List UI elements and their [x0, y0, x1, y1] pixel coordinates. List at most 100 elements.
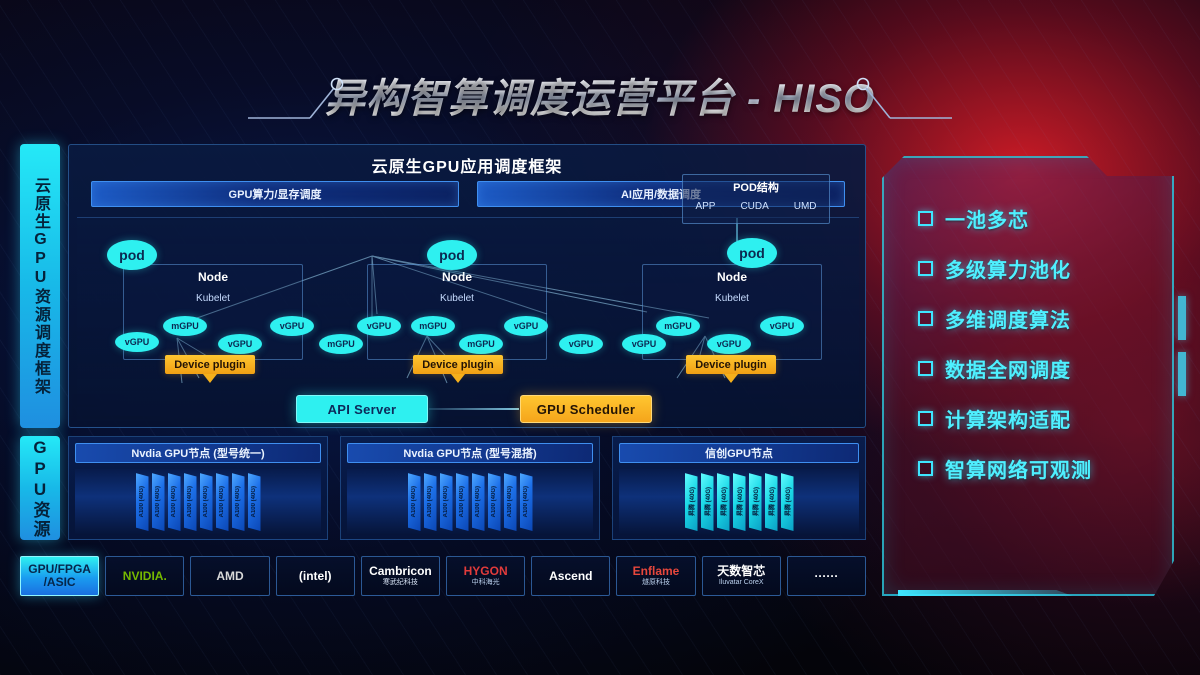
pod-struct-cuda: CUDA — [740, 201, 769, 212]
checkbox-square-icon — [918, 261, 933, 276]
pod-structure-title: POD结构 — [733, 182, 779, 194]
device-plugin-1[interactable]: Device plugin — [165, 355, 255, 374]
gpu-card: 昇腾 (40G) — [684, 473, 698, 531]
vendor-logo-row: GPU/FPGA/ASIC NVIDIA. AMD (intel) Cambricon 寒… — [20, 556, 867, 596]
vendor-chip-cambricon-logo[interactable]: Cambricon 寒武纪科技 — [360, 556, 441, 596]
gpu-card: 昇腾 (40G) — [716, 473, 730, 531]
gpu-card-face — [423, 473, 437, 531]
gpu-badge-1-2[interactable]: mGPU — [163, 316, 207, 336]
gpu-node-xinchuang[interactable]: 信创GPU节点 昇腾 (40G) 昇腾 (40G) 昇腾 (40G) 昇腾 (40G)… — [612, 436, 866, 540]
gpu-card: A100 (40G) — [215, 473, 229, 531]
arrow-down-icon-1 — [203, 374, 217, 383]
vendor-chip-gpu-fpga-asic[interactable]: GPU/FPGA/ASIC — [20, 556, 100, 596]
gpu-card-face — [471, 473, 485, 531]
vendor-name-line2: /ASIC — [43, 575, 76, 589]
gpu-badge-2-2[interactable]: mGPU — [411, 316, 455, 336]
gpu-card-face — [503, 473, 517, 531]
pod-badge-1[interactable]: pod — [107, 240, 157, 270]
gpu-card-label: A100 (40G) — [235, 486, 241, 518]
feature-item[interactable]: 计算架构适配 — [918, 404, 1172, 433]
feature-highlights-panel: 一池多芯多级算力池化多维调度算法 数据全网调度 计算架构适配智算网络可观测 — [882, 156, 1174, 596]
gpu-card-label: A100 (40G) — [203, 486, 209, 518]
gpu-card: A100 (40G) — [151, 473, 165, 531]
kubelet-label-1: Kubelet — [196, 293, 230, 304]
feature-item[interactable]: 数据全网调度 — [918, 354, 1172, 383]
gpu-card-label: A100 (40G) — [411, 486, 417, 518]
vendor-chip-intel-logo[interactable]: (intel) — [275, 556, 355, 596]
feature-label: 智算网络可观测 — [945, 460, 1092, 482]
gpu-badge-2-1[interactable]: vGPU — [357, 316, 401, 336]
framework-box: 云原生GPU应用调度框架 GPU算力/显存调度 AI应用/数据调度 — [68, 144, 866, 428]
gpu-badge-1-1[interactable]: vGPU — [115, 332, 159, 352]
feature-label: 多级算力池化 — [945, 260, 1071, 282]
vendor-subtitle: 寒武纪科技 — [382, 579, 418, 586]
gpu-badge-1-3[interactable]: vGPU — [218, 334, 262, 354]
gpu-badge-3-3[interactable]: vGPU — [707, 334, 751, 354]
device-plugin-3[interactable]: Device plugin — [686, 355, 776, 374]
vendor-chip-hygon-logo[interactable]: HYGON 中科海光 — [446, 556, 526, 596]
gpu-badge-1-5[interactable]: mGPU — [319, 334, 363, 354]
vendor-chip-enflame-logo[interactable]: Enflame 燧原科技 — [616, 556, 696, 596]
vendor-chip-amd-logo[interactable]: AMD — [190, 556, 270, 596]
gpu-badge-2-3[interactable]: mGPU — [459, 334, 503, 354]
node-group-2: Node Kubelet pod vGPU mGPU mGPU vGPU vGP… — [357, 240, 603, 383]
node-title-2: Node — [442, 270, 472, 284]
gpu-card-label: 昇腾 (40G) — [769, 487, 776, 517]
gpu-card-label: 昇腾 (40G) — [721, 487, 728, 517]
checkbox-square-icon — [918, 361, 933, 376]
gpu-card-label: A100 (40G) — [139, 486, 145, 518]
gpu-card-list-1: A100 (40G) A100 (40G) A100 (40G) A100 (40G)… — [75, 469, 321, 535]
gpu-card: A100 (40G) — [231, 473, 245, 531]
vendor-name: 天数智芯 — [717, 564, 766, 578]
gpu-card-label: 昇腾 (40G) — [689, 487, 696, 517]
sidebar-label-gpu-resource: GPU资源 — [20, 436, 60, 540]
gpu-badge-3-4[interactable]: vGPU — [760, 316, 804, 336]
gpu-card-face — [183, 473, 197, 531]
gpu-card-face — [748, 473, 762, 531]
gpu-card-label: 昇腾 (40G) — [737, 487, 744, 517]
gpu-scheduler-node[interactable]: GPU Scheduler — [520, 395, 652, 423]
feature-item[interactable]: 多级算力池化 — [918, 254, 1172, 283]
feature-item[interactable]: 多维调度算法 — [918, 304, 1172, 333]
right-edge-tick-top — [1178, 296, 1186, 340]
gpu-card-label: A100 (40G) — [491, 486, 497, 518]
gpu-badge-2-4[interactable]: vGPU — [504, 316, 548, 336]
vendor-chip-nvidia-logo[interactable]: NVIDIA. — [105, 556, 185, 596]
vendor-chip-ellipsis[interactable]: ······ — [786, 556, 867, 596]
gpu-card-face — [716, 473, 730, 531]
bar-gpu-compute-memory-scheduling[interactable]: GPU算力/显存调度 — [91, 181, 459, 207]
gpu-card-face — [151, 473, 165, 531]
gpu-node-nvidia-uniform[interactable]: Nvdia GPU节点 (型号统一) A100 (40G) A100 (40G) A… — [68, 436, 328, 540]
gpu-chassis-2: A100 (40G) A100 (40G) A100 (40G) A100 (40G)… — [347, 469, 593, 535]
gpu-card-label: A100 (40G) — [459, 486, 465, 518]
gpu-badge-2-5[interactable]: vGPU — [559, 334, 603, 354]
gpu-card-list-3: 昇腾 (40G) 昇腾 (40G) 昇腾 (40G) 昇腾 (40G) 昇腾 (40G)… — [619, 469, 859, 535]
framework-header: 云原生GPU应用调度框架 — [371, 159, 563, 176]
diagram-connectors — [176, 218, 738, 384]
vendor-name: NVIDIA. — [122, 568, 167, 583]
gpu-card: 昇腾 (40G) — [780, 473, 794, 531]
gpu-card: A100 (40G) — [439, 473, 453, 531]
pod-structure-box: POD结构 APP CUDA UMD — [682, 174, 830, 224]
gpu-card-face — [439, 473, 453, 531]
api-server-node[interactable]: API Server — [296, 395, 428, 423]
gpu-card-face — [167, 473, 181, 531]
pod-badge-2[interactable]: pod — [427, 240, 477, 270]
gpu-card-face — [780, 473, 794, 531]
gpu-badge-1-4[interactable]: vGPU — [270, 316, 314, 336]
gpu-node-nvidia-mixed[interactable]: Nvdia GPU节点 (型号混搭) A100 (40G) A100 (40G) A… — [340, 436, 600, 540]
pod-struct-app: APP — [695, 201, 716, 212]
feature-item[interactable]: 智算网络可观测 — [918, 454, 1172, 483]
gpu-card-label: A100 (40G) — [523, 486, 529, 518]
vendor-chip-ascend-logo[interactable]: Ascend — [531, 556, 611, 596]
gpu-node-title-3: 信创GPU节点 — [619, 443, 859, 463]
gpu-badge-3-2[interactable]: vGPU — [622, 334, 666, 354]
vendor-chip-iluvatar-logo[interactable]: 天数智芯 Iluvatar CoreX — [701, 556, 781, 596]
gpu-card-face — [455, 473, 469, 531]
gpu-card-label: 昇腾 (40G) — [785, 487, 792, 517]
feature-item[interactable]: 一池多芯 — [918, 204, 1172, 233]
pod-badge-3[interactable]: pod — [727, 238, 777, 268]
gpu-badge-3-1[interactable]: mGPU — [656, 316, 700, 336]
gpu-card-face — [215, 473, 229, 531]
device-plugin-2[interactable]: Device plugin — [413, 355, 503, 374]
